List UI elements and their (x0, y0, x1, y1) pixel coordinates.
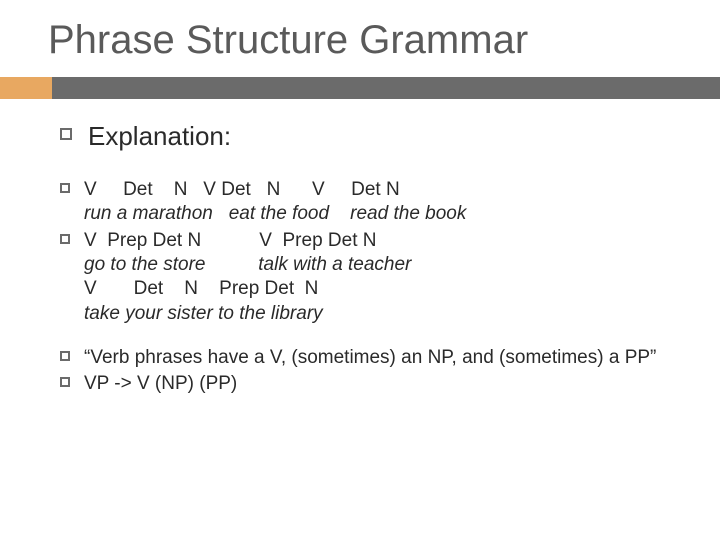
accent-ribbon (0, 77, 720, 99)
summary-text: “Verb phrases have a V, (sometimes) an N… (84, 346, 660, 370)
pos-labels: V Det N Prep Det N (84, 277, 660, 301)
bullet-icon (60, 183, 70, 193)
summary-row-1: “Verb phrases have a V, (sometimes) an N… (60, 346, 660, 370)
pos-labels: V Det N V Det N V Det N (84, 178, 660, 202)
spacer (60, 156, 660, 178)
example-block-1: V Det N V Det N V Det N run a marathon e… (60, 178, 660, 227)
pos-labels: V Prep Det N V Prep Det N (84, 229, 660, 253)
example-block-2: V Prep Det N V Prep Det N go to the stor… (60, 229, 660, 326)
bullet-icon (60, 351, 70, 361)
bullet-icon (60, 128, 72, 140)
heading-row: Explanation: (60, 121, 660, 152)
rule-text: VP -> V (NP) (PP) (84, 372, 660, 396)
example-sentence: go to the store talk with a teacher (84, 253, 660, 277)
example-sentence: run a marathon eat the food read the boo… (84, 202, 660, 226)
example-sentence: take your sister to the library (84, 302, 660, 326)
heading-text: Explanation: (88, 121, 231, 152)
slide-title: Phrase Structure Grammar (0, 0, 720, 77)
ribbon-bar (52, 77, 720, 99)
spacer (60, 328, 660, 346)
bullet-icon (60, 234, 70, 244)
summary-row-2: VP -> V (NP) (PP) (60, 372, 660, 396)
ribbon-accent (0, 77, 52, 99)
slide-content: Explanation: V Det N V Det N V Det N run… (0, 99, 720, 397)
bullet-icon (60, 377, 70, 387)
slide: Phrase Structure Grammar Explanation: V … (0, 0, 720, 540)
